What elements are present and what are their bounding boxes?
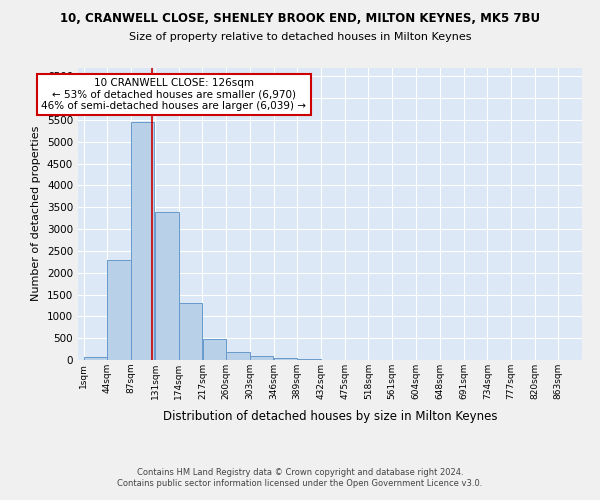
Bar [226,352,250,360]
Bar [298,359,320,360]
Bar [179,303,202,360]
Bar [107,260,131,360]
Bar [131,122,154,360]
Bar [155,212,179,360]
Text: Contains HM Land Registry data © Crown copyright and database right 2024.
Contai: Contains HM Land Registry data © Crown c… [118,468,482,487]
X-axis label: Distribution of detached houses by size in Milton Keynes: Distribution of detached houses by size … [163,410,497,424]
Text: 10, CRANWELL CLOSE, SHENLEY BROOK END, MILTON KEYNES, MK5 7BU: 10, CRANWELL CLOSE, SHENLEY BROOK END, M… [60,12,540,26]
Bar [203,338,226,360]
Y-axis label: Number of detached properties: Number of detached properties [31,126,41,302]
Bar [84,356,107,360]
Bar [274,358,297,360]
Text: Size of property relative to detached houses in Milton Keynes: Size of property relative to detached ho… [129,32,471,42]
Text: 10 CRANWELL CLOSE: 126sqm
← 53% of detached houses are smaller (6,970)
46% of se: 10 CRANWELL CLOSE: 126sqm ← 53% of detac… [41,78,307,111]
Bar [250,356,273,360]
